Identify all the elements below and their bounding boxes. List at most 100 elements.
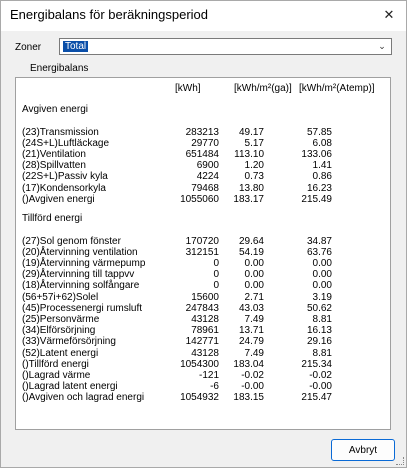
row-value: 29.16 xyxy=(306,336,332,348)
row-value: 1054932 xyxy=(180,392,219,404)
zones-label: Zoner xyxy=(15,42,42,53)
row-value: 0 xyxy=(213,269,219,281)
column-header: [kWh/m²(Atemp)] xyxy=(299,83,375,94)
row-value: 170720 xyxy=(185,235,219,247)
row-value: 0.73 xyxy=(244,171,264,183)
chevron-down-icon[interactable]: ⌄ xyxy=(378,41,386,51)
row-value: 29770 xyxy=(191,137,219,149)
row-label: (22S+L)Passiv kyla xyxy=(22,171,108,183)
row-value: 0.00 xyxy=(244,257,264,269)
section-heading: Avgiven energi xyxy=(22,104,88,115)
row-value: 133.06 xyxy=(301,148,332,160)
row-value: 7.49 xyxy=(244,313,264,325)
row-value: 49.17 xyxy=(238,126,264,138)
energy-balance-table: [kWh] [kWh/m²(ga)] [kWh/m²(Atemp)] Avgiven … xyxy=(15,77,391,430)
row-value: 0.00 xyxy=(312,280,332,292)
row-value: 8.81 xyxy=(312,313,332,325)
row-value: 3.19 xyxy=(312,291,332,303)
row-value: 1.41 xyxy=(312,160,332,172)
row-value: 215.49 xyxy=(301,193,332,205)
row-label: ()Avgiven energi xyxy=(22,193,95,205)
row-value: 183.15 xyxy=(233,392,264,404)
row-label: (18)Återvinning solfångare xyxy=(22,280,140,292)
row-label: (33)Värmeförsörjning xyxy=(22,336,116,348)
row-value: 43128 xyxy=(191,347,219,359)
row-value: 8.81 xyxy=(312,347,332,359)
row-value: 1.20 xyxy=(244,160,264,172)
row-value: 43128 xyxy=(191,313,219,325)
row-value: 63.76 xyxy=(306,246,332,258)
row-label: ()Lagrad värme xyxy=(22,369,91,381)
row-value: 0 xyxy=(213,257,219,269)
row-value: 16.13 xyxy=(306,325,332,337)
row-value: 6900 xyxy=(196,160,219,172)
row-value: 24.79 xyxy=(238,336,264,348)
close-icon[interactable]: ✕ xyxy=(383,7,395,22)
row-value: 16.23 xyxy=(306,182,332,194)
row-label: ()Lagrad latent energi xyxy=(22,381,118,393)
row-value: 183.04 xyxy=(233,358,264,370)
row-value: 13.80 xyxy=(238,182,264,194)
row-value: 113.10 xyxy=(234,148,264,160)
row-value: -0.02 xyxy=(241,369,264,381)
row-value: 34.87 xyxy=(306,235,332,247)
row-value: 4224 xyxy=(196,171,219,183)
title-bar: Energibalans för beräkningsperiod ✕ xyxy=(1,1,406,31)
row-value: 142771 xyxy=(185,336,219,348)
cancel-button[interactable]: Avbryt xyxy=(331,439,395,461)
row-label: (23)Transmission xyxy=(22,126,99,138)
row-value: 0.00 xyxy=(244,280,264,292)
row-value: -0.00 xyxy=(309,381,332,393)
row-value: -0.02 xyxy=(309,369,332,381)
row-value: 0 xyxy=(213,280,219,292)
row-value: 651484 xyxy=(185,148,219,160)
row-value: -6 xyxy=(210,381,219,393)
dialog-title: Energibalans för beräkningsperiod xyxy=(10,7,209,22)
row-value: -121 xyxy=(198,369,219,381)
row-value: 0.00 xyxy=(312,257,332,269)
row-value: 50.62 xyxy=(306,302,332,314)
row-label: (24S+L)Luftläckage xyxy=(22,137,110,149)
row-value: 15600 xyxy=(191,291,219,303)
row-label: ()Tillförd energi xyxy=(22,358,89,370)
row-value: 247843 xyxy=(185,302,219,314)
row-value: 29.64 xyxy=(238,235,264,247)
row-value: 215.47 xyxy=(301,392,332,404)
row-label: (20)Återvinning ventilation xyxy=(22,246,138,258)
row-value: 5.17 xyxy=(244,137,264,149)
row-value: -0.00 xyxy=(241,381,264,393)
row-value: 1055060 xyxy=(180,193,219,205)
row-value: 215.34 xyxy=(301,358,332,370)
zones-selected-value: Total xyxy=(63,41,89,52)
row-label: (34)Elförsörjning xyxy=(22,325,96,337)
column-header: [kWh] xyxy=(175,83,201,94)
row-label: (29)Återvinning till tappvv xyxy=(22,269,135,281)
row-label: (45)Processenergi rumsluft xyxy=(22,302,143,314)
row-value: 78961 xyxy=(191,325,219,337)
energy-balance-group-label: Energibalans xyxy=(30,63,89,74)
row-label: (25)Personvärme xyxy=(22,313,100,325)
row-value: 7.49 xyxy=(244,347,264,359)
row-value: 312151 xyxy=(185,246,219,258)
row-label: (17)Kondensorkyla xyxy=(22,182,106,194)
row-value: 54.19 xyxy=(238,246,264,258)
section-heading: Tillförd energi xyxy=(22,213,83,224)
resize-grip[interactable] xyxy=(396,457,404,465)
column-header: [kWh/m²(ga)] xyxy=(234,83,292,94)
row-label: (19)Återvinning värmepump xyxy=(22,257,146,269)
row-label: (56+57i+62)Solel xyxy=(22,291,99,303)
row-value: 2.71 xyxy=(244,291,264,303)
row-value: 6.08 xyxy=(312,137,332,149)
row-value: 79468 xyxy=(191,182,219,194)
row-label: ()Avgiven och lagrad energi xyxy=(22,392,145,404)
row-label: (21)Ventilation xyxy=(22,148,86,160)
row-value: 1054300 xyxy=(180,358,219,370)
row-value: 0.00 xyxy=(244,269,264,281)
row-label: (27)Sol genom fönster xyxy=(22,235,121,247)
zones-dropdown[interactable]: Total ⌄ xyxy=(59,38,392,55)
row-value: 283213 xyxy=(185,126,219,138)
row-label: (28)Spillvatten xyxy=(22,160,86,172)
row-value: 0.00 xyxy=(312,269,332,281)
row-value: 57.85 xyxy=(306,126,332,138)
